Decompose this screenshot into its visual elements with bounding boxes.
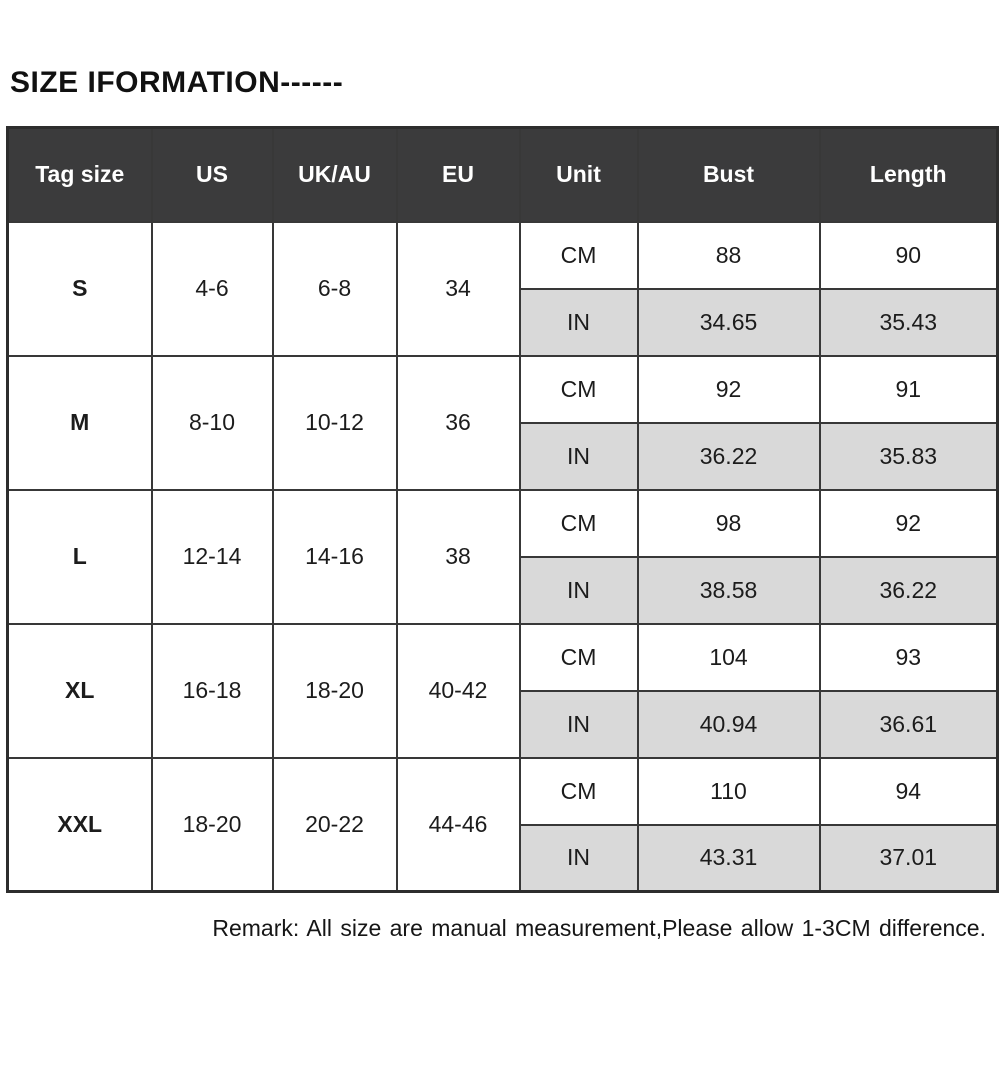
length-value-in: 35.83 — [818, 421, 999, 491]
unit-cell-cm: CM — [518, 756, 639, 826]
unit-cell-in: IN — [518, 287, 639, 357]
unit-cell-cm: CM — [518, 220, 639, 290]
column-header-tag-size: Tag size — [6, 126, 153, 223]
page-title: SIZE IFORMATION------ — [10, 66, 344, 99]
size-row-cm: XL 16-18 18-20 40-42 CM 104 93 — [6, 622, 999, 759]
tag-size-cell: S — [6, 220, 153, 357]
length-value-in: 36.61 — [818, 689, 999, 759]
length-value-cm: 91 — [818, 354, 999, 424]
column-header-uk-au: UK/AU — [271, 126, 398, 223]
tag-size-cell: XL — [6, 622, 153, 759]
bust-value-cm: 110 — [636, 756, 821, 826]
eu-size-cell: 34 — [395, 220, 521, 357]
column-header-length: Length — [818, 126, 999, 223]
unit-cell-in: IN — [518, 823, 639, 893]
bust-value-cm: 98 — [636, 488, 821, 558]
unit-cell-in: IN — [518, 689, 639, 759]
uk-au-size-cell: 14-16 — [271, 488, 398, 625]
size-table-body: S 4-6 6-8 34 CM 88 90 IN 34.65 35.43 M 8-10 10-12 36 C… — [6, 220, 999, 893]
uk-au-size-cell: 18-20 — [271, 622, 398, 759]
bust-value-cm: 92 — [636, 354, 821, 424]
tag-size-cell: M — [6, 354, 153, 491]
unit-cell-in: IN — [518, 421, 639, 491]
size-row-cm: S 4-6 6-8 34 CM 88 90 — [6, 220, 999, 357]
size-row-in: IN 43.31 37.01 — [8, 823, 999, 893]
remark-text: Remark: All size are manual measurement,… — [212, 915, 986, 941]
uk-au-size-cell: 6-8 — [271, 220, 398, 357]
us-size-cell: 8-10 — [150, 354, 274, 491]
uk-au-size-cell: 20-22 — [271, 756, 398, 893]
length-value-cm: 92 — [818, 488, 999, 558]
unit-cell-in: IN — [518, 555, 639, 625]
column-header-unit: Unit — [518, 126, 639, 223]
bust-value-cm: 104 — [636, 622, 821, 692]
eu-size-cell: 36 — [395, 354, 521, 491]
length-value-cm: 93 — [818, 622, 999, 692]
header-row: Tag size US UK/AU EU Unit Bust Length — [6, 126, 999, 223]
size-row-cm: M 8-10 10-12 36 CM 92 91 — [6, 354, 999, 491]
bust-value-in: 43.31 — [636, 823, 821, 893]
eu-size-cell: 44-46 — [395, 756, 521, 893]
column-header-us: US — [150, 126, 274, 223]
unit-cell-cm: CM — [518, 622, 639, 692]
size-row-in: IN 36.22 35.83 — [8, 421, 999, 491]
size-row-cm: L 12-14 14-16 38 CM 98 92 — [6, 488, 999, 625]
size-row-in: IN 40.94 36.61 — [8, 689, 999, 759]
size-row-in: IN 34.65 35.43 — [8, 287, 999, 357]
tag-size-cell: XXL — [6, 756, 153, 893]
length-value-in: 37.01 — [818, 823, 999, 893]
size-table-header: Tag size US UK/AU EU Unit Bust Length — [6, 126, 999, 223]
unit-cell-cm: CM — [518, 354, 639, 424]
size-row-in: IN 38.58 36.22 — [8, 555, 999, 625]
length-value-in: 36.22 — [818, 555, 999, 625]
us-size-cell: 16-18 — [150, 622, 274, 759]
size-row-cm: XXL 18-20 20-22 44-46 CM 110 94 — [6, 756, 999, 893]
length-value-cm: 90 — [818, 220, 999, 290]
eu-size-cell: 40-42 — [395, 622, 521, 759]
unit-cell-cm: CM — [518, 488, 639, 558]
bust-value-cm: 88 — [636, 220, 821, 290]
us-size-cell: 4-6 — [150, 220, 274, 357]
bust-value-in: 40.94 — [636, 689, 821, 759]
bust-value-in: 38.58 — [636, 555, 821, 625]
us-size-cell: 18-20 — [150, 756, 274, 893]
bust-value-in: 36.22 — [636, 421, 821, 491]
tag-size-cell: L — [6, 488, 153, 625]
uk-au-size-cell: 10-12 — [271, 354, 398, 491]
eu-size-cell: 38 — [395, 488, 521, 625]
column-header-bust: Bust — [636, 126, 821, 223]
bust-value-in: 34.65 — [636, 287, 821, 357]
column-header-eu: EU — [395, 126, 521, 223]
us-size-cell: 12-14 — [150, 488, 274, 625]
length-value-in: 35.43 — [818, 287, 999, 357]
length-value-cm: 94 — [818, 756, 999, 826]
